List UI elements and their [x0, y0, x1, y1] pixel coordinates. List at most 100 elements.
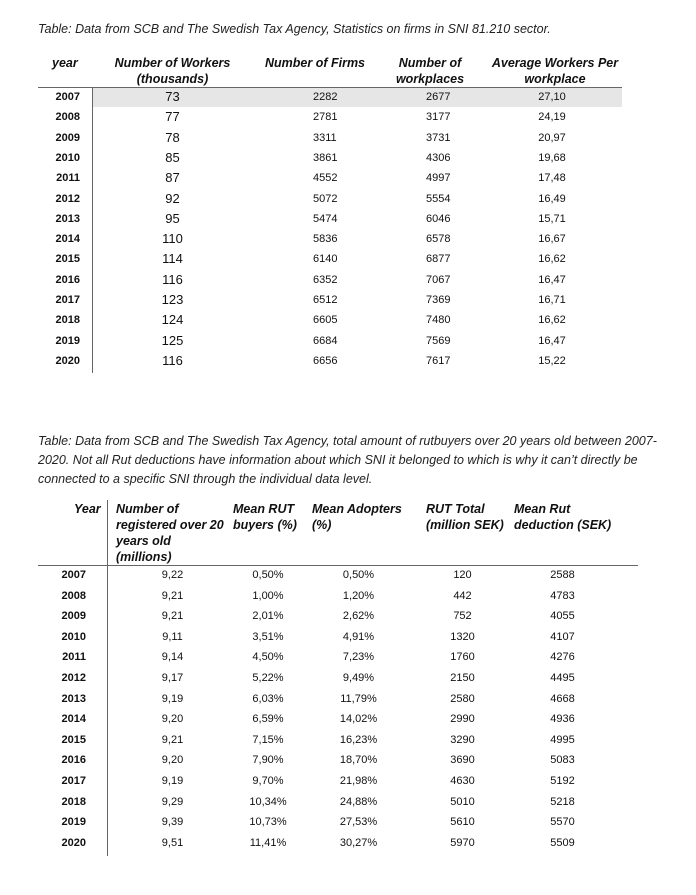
workplaces-cell: 7369: [426, 294, 451, 306]
deduction-cell: 4995: [550, 733, 575, 746]
avg-workers-cell: 15,22: [538, 354, 566, 367]
firms-cell: 3861: [313, 151, 338, 164]
year-cell: 2012: [61, 672, 86, 684]
avg-workers-cell: 16,49: [538, 192, 566, 205]
workers-cell: 114: [162, 251, 183, 267]
workplaces-cell: 3731: [426, 131, 451, 144]
workers-cell: 95: [165, 210, 180, 226]
rut-buyers-cell: 11,41%: [249, 836, 287, 849]
registered-cell: 9,29: [161, 795, 184, 808]
year-cell: 2017: [61, 775, 86, 787]
firms-cell: 5072: [313, 192, 338, 205]
deduction-cell: 4668: [550, 692, 575, 705]
adopters-cell: 24,88%: [339, 795, 378, 808]
year-cell: 2009: [55, 131, 80, 144]
year-cell: 2016: [61, 754, 86, 767]
rut-total-cell: 2150: [450, 672, 475, 684]
registered-cell: 9,39: [161, 816, 184, 829]
firms-cell: 6656: [313, 354, 338, 367]
year-cell: 2007: [55, 91, 80, 103]
rut-total-cell: 442: [453, 589, 472, 602]
year-cell: 2018: [55, 314, 80, 327]
avg-workers-cell: 16,71: [538, 294, 566, 306]
rut-total-cell: 5610: [450, 816, 475, 829]
table1-caption: Table: Data from SCB and The Swedish Tax…: [38, 22, 551, 36]
rut-total-cell: 4630: [450, 775, 475, 787]
year-cell: 2016: [55, 273, 80, 286]
year-cell: 2014: [55, 233, 80, 246]
t2-header-total: RUT Total (million SEK): [426, 502, 504, 532]
workplaces-cell: 4306: [426, 151, 451, 164]
t2-header-registered: Number of registered over 20 years old (…: [116, 502, 224, 564]
year-cell: 2010: [55, 151, 80, 164]
rut-buyers-cell: 6,59%: [252, 713, 284, 726]
year-cell: 2008: [61, 589, 86, 602]
rut-total-cell: 5010: [450, 795, 475, 808]
t1-header-firms: Number of Firms: [265, 56, 366, 70]
registered-cell: 9,22: [161, 569, 184, 581]
adopters-cell: 4,91%: [342, 630, 375, 643]
year-cell: 2019: [61, 816, 86, 829]
t2-year-divider: [107, 500, 108, 856]
registered-cell: 9,21: [161, 733, 184, 746]
workers-cell: 110: [162, 231, 183, 247]
t2-top-rule: [38, 565, 638, 566]
workplaces-cell: 6046: [426, 212, 451, 225]
rut-buyers-cell: 1,00%: [252, 589, 284, 602]
adopters-cell: 9,49%: [342, 672, 375, 684]
workers-cell: 116: [162, 271, 183, 287]
rut-buyers-cell: 4,50%: [252, 651, 284, 664]
year-cell: 2011: [62, 651, 86, 664]
workplaces-cell: 7569: [426, 334, 451, 347]
adopters-cell: 27,53%: [339, 816, 378, 829]
t2-header-year: Year: [74, 502, 101, 516]
rut-buyers-cell: 6,03%: [252, 692, 284, 705]
year-cell: 2014: [61, 713, 86, 726]
year-cell: 2017: [55, 294, 80, 306]
firms-cell: 6512: [313, 294, 338, 306]
registered-cell: 9,11: [162, 630, 183, 643]
rut-total-cell: 1760: [450, 651, 475, 664]
workers-cell: 73: [165, 89, 180, 104]
adopters-cell: 1,20%: [342, 589, 375, 602]
deduction-cell: 5218: [550, 795, 575, 808]
avg-workers-cell: 27,10: [538, 91, 566, 103]
workplaces-cell: 7480: [426, 314, 451, 327]
t2-header-adopters: Mean Adopters (%): [312, 502, 402, 532]
rut-total-cell: 2990: [450, 713, 475, 726]
avg-workers-cell: 20,97: [538, 131, 566, 144]
deduction-cell: 4495: [550, 672, 575, 684]
avg-workers-cell: 19,68: [538, 151, 566, 164]
avg-workers-cell: 16,47: [538, 273, 566, 286]
avg-workers-cell: 15,71: [538, 212, 566, 225]
workplaces-cell: 2677: [426, 91, 451, 103]
avg-workers-cell: 16,62: [538, 314, 566, 327]
workers-cell: 87: [165, 170, 180, 186]
rut-buyers-cell: 10,34%: [249, 795, 287, 808]
deduction-cell: 2588: [550, 569, 575, 581]
workers-cell: 77: [165, 109, 180, 125]
t1-year-divider: [92, 87, 93, 373]
t1-header-workplaces: Number of workplaces: [395, 56, 465, 86]
workplaces-cell: 6578: [426, 233, 451, 246]
t1-top-rule: [38, 87, 622, 88]
workers-cell: 123: [161, 292, 184, 307]
registered-cell: 9,20: [161, 713, 184, 726]
year-cell: 2008: [55, 111, 80, 124]
workplaces-cell: 3177: [426, 111, 451, 124]
deduction-cell: 4276: [550, 651, 575, 664]
firms-cell: 5474: [313, 212, 338, 225]
year-cell: 2012: [55, 192, 80, 205]
firms-cell: 6140: [313, 253, 338, 266]
adopters-cell: 18,70%: [339, 754, 378, 767]
avg-workers-cell: 17,48: [538, 172, 566, 185]
registered-cell: 9,51: [161, 836, 184, 849]
deduction-cell: 4107: [550, 630, 575, 643]
registered-cell: 9,20: [161, 754, 184, 767]
t2-header-buyers: Mean RUT buyers (%): [233, 502, 297, 532]
rut-total-cell: 2580: [450, 692, 475, 705]
year-cell: 2011: [56, 172, 80, 185]
rut-total-cell: 120: [453, 569, 472, 581]
deduction-cell: 4783: [550, 589, 575, 602]
adopters-cell: 11,79%: [340, 692, 377, 705]
